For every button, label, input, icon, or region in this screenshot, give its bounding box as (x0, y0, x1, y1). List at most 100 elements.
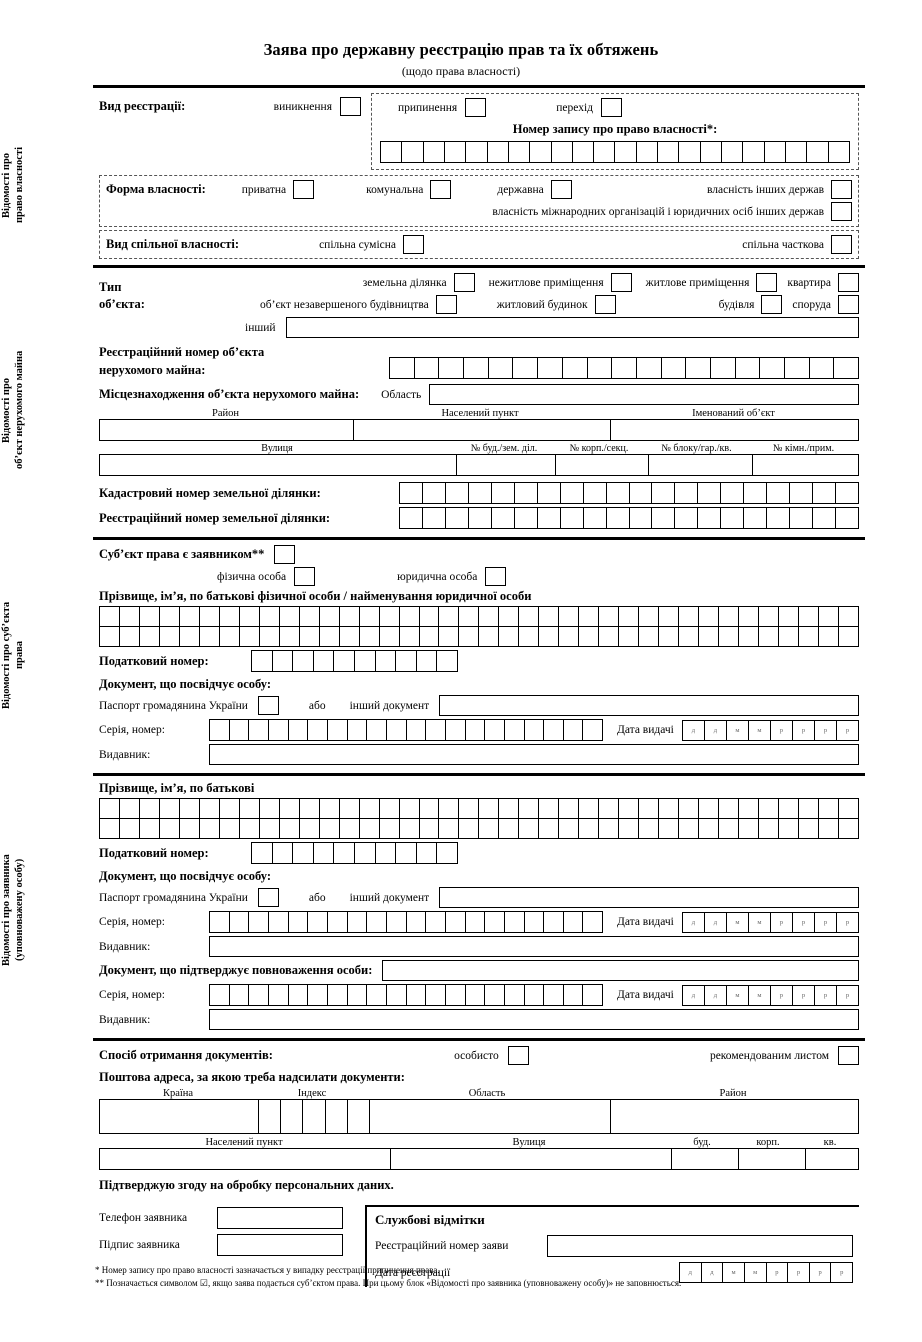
grid-cell[interactable] (314, 843, 335, 864)
grid-cell[interactable] (699, 799, 720, 819)
grid-cell[interactable] (390, 358, 415, 379)
grid-cell[interactable] (836, 483, 858, 503)
input-object-street[interactable] (100, 455, 457, 476)
grid-cell[interactable] (220, 607, 240, 627)
grid-cell[interactable] (519, 627, 540, 647)
date-cell[interactable]: р (815, 912, 837, 932)
grid-cell[interactable] (488, 142, 509, 162)
grid-cell[interactable] (779, 607, 799, 627)
grid-cell[interactable] (280, 607, 300, 627)
grid-cell[interactable] (538, 358, 563, 379)
date-cell[interactable]: д (705, 912, 727, 932)
grid-cell[interactable] (326, 1100, 348, 1134)
grid-cell[interactable] (813, 508, 837, 529)
grid-cell[interactable] (249, 720, 269, 741)
grid-cell[interactable] (240, 607, 260, 627)
grid-cell[interactable] (619, 799, 640, 819)
subject-series-grid[interactable] (209, 719, 603, 742)
grid-cell[interactable] (355, 843, 376, 864)
grid-cell[interactable] (675, 508, 699, 529)
grid-cell[interactable] (544, 985, 564, 1006)
grid-cell[interactable] (662, 358, 687, 379)
grid-cell[interactable] (439, 799, 460, 819)
grid-cell[interactable] (200, 627, 220, 647)
grid-cell[interactable] (519, 799, 540, 819)
date-cell[interactable]: м (745, 1263, 767, 1283)
grid-cell[interactable] (380, 799, 400, 819)
grid-cell[interactable] (819, 607, 839, 627)
grid-cell[interactable] (300, 819, 320, 839)
grid-cell[interactable] (260, 607, 280, 627)
grid-cell[interactable] (180, 799, 200, 819)
grid-cell[interactable] (348, 1100, 369, 1133)
input-signature[interactable] (217, 1234, 343, 1257)
grid-cell[interactable] (637, 142, 659, 162)
grid-cell[interactable] (559, 627, 580, 647)
grid-cell[interactable] (140, 799, 160, 819)
grid-cell[interactable] (839, 607, 858, 626)
grid-cell[interactable] (525, 720, 545, 741)
grid-cell[interactable] (619, 627, 640, 647)
grid-cell[interactable] (314, 651, 335, 672)
grid-cell[interactable] (743, 142, 765, 162)
grid-cell[interactable] (367, 985, 387, 1006)
date-cell[interactable]: р (845, 726, 850, 734)
grid-cell[interactable] (619, 607, 640, 627)
grid-cell[interactable] (360, 819, 380, 839)
input-object-house[interactable] (457, 455, 556, 476)
grid-cell[interactable] (360, 627, 380, 647)
grid-cell[interactable] (328, 985, 348, 1006)
grid-cell[interactable] (320, 819, 340, 839)
checkbox-subject-passport[interactable] (257, 696, 279, 716)
grid-cell[interactable] (281, 1100, 304, 1134)
grid-cell[interactable] (679, 819, 700, 839)
grid-cell[interactable] (400, 508, 423, 529)
checkbox-applicant-passport[interactable] (257, 888, 279, 908)
checkbox-termination[interactable] (465, 98, 487, 117)
grid-cell[interactable] (564, 912, 584, 933)
grid-cell[interactable] (120, 819, 140, 839)
grid-cell[interactable] (423, 483, 446, 504)
grid-cell[interactable] (813, 483, 837, 504)
checkbox-communal[interactable] (430, 180, 452, 199)
checkbox-type-house[interactable] (594, 295, 616, 314)
grid-cell[interactable] (240, 799, 260, 819)
grid-cell[interactable] (479, 799, 500, 819)
grid-cell[interactable] (679, 607, 700, 627)
grid-cell[interactable] (120, 607, 140, 627)
grid-cell[interactable] (360, 799, 380, 819)
grid-cell[interactable] (492, 508, 515, 529)
grid-cell[interactable] (308, 720, 328, 741)
grid-cell[interactable] (387, 912, 407, 933)
grid-cell[interactable] (380, 819, 400, 839)
applicant-name-grid[interactable] (99, 798, 859, 840)
grid-cell[interactable] (505, 912, 525, 933)
grid-cell[interactable] (659, 607, 680, 627)
grid-cell[interactable] (739, 819, 759, 839)
date-cell[interactable]: р (771, 912, 793, 932)
grid-cell[interactable] (559, 799, 580, 819)
grid-cell[interactable] (799, 819, 819, 839)
date-cell[interactable]: р (788, 1263, 810, 1283)
grid-cell[interactable] (588, 358, 613, 379)
grid-cell[interactable] (579, 819, 600, 839)
grid-cell[interactable] (439, 607, 460, 627)
checkbox-joint-common[interactable] (403, 235, 425, 254)
checkbox-type-unfinished[interactable] (435, 295, 457, 314)
checkbox-subject-is-applicant[interactable] (274, 545, 296, 565)
record-number-grid[interactable] (380, 141, 850, 163)
grid-cell[interactable] (466, 142, 488, 162)
date-cell[interactable]: р (845, 918, 850, 926)
date-cell[interactable]: м (723, 1263, 745, 1283)
grid-cell[interactable] (790, 508, 814, 529)
grid-cell[interactable] (525, 985, 545, 1006)
grid-cell[interactable] (328, 912, 348, 933)
date-cell[interactable]: д (683, 720, 705, 740)
grid-cell[interactable] (479, 627, 500, 647)
grid-cell[interactable] (489, 358, 514, 379)
applicant-authority-series-grid[interactable] (209, 984, 603, 1007)
grid-cell[interactable] (559, 819, 580, 839)
grid-cell[interactable] (513, 358, 539, 379)
grid-cell[interactable] (658, 142, 680, 162)
